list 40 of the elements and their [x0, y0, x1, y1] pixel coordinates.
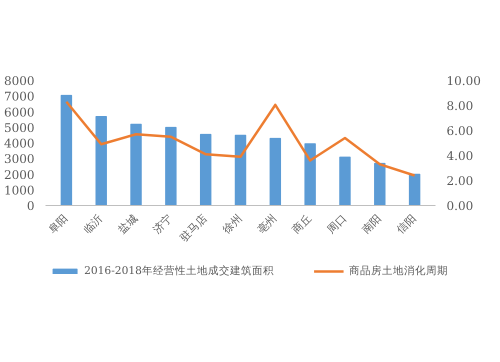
x-tick-label: 周口: [325, 212, 350, 236]
y-tick-label: 6000: [4, 105, 35, 120]
bar: [165, 126, 177, 206]
x-tick-label: 济宁: [150, 212, 176, 236]
bar: [304, 143, 316, 206]
bar: [234, 134, 246, 206]
y2-tick-label: 6.00: [446, 124, 474, 138]
bar: [408, 174, 420, 206]
x-tick-label: 亳州: [254, 212, 280, 236]
x-tick-label: 临沂: [80, 212, 106, 236]
y2-tick-label: 0.00: [446, 199, 474, 213]
bar: [60, 94, 72, 206]
y-tick-label: 4000: [4, 136, 35, 150]
y-tick-label: 1000: [4, 183, 35, 198]
bar: [95, 116, 107, 206]
bar: [130, 124, 142, 206]
y-tick-label: 2000: [4, 168, 35, 182]
x-tick-label: 南阳: [359, 212, 384, 236]
legend-label: 2016-2018年经营性土地成交建筑面积: [84, 264, 274, 278]
y-tick-label: 0: [26, 199, 35, 213]
y-tick-label: 5000: [4, 120, 35, 135]
bar: [200, 134, 212, 206]
x-tick-label: 驻马店: [177, 212, 210, 244]
line-series: [65, 100, 416, 177]
bar: [374, 162, 386, 206]
x-tick-label: 信阳: [394, 212, 419, 236]
x-tick-label: 商丘: [290, 212, 314, 236]
y-tick-label: 8000: [4, 74, 35, 88]
y-tick-label: 3000: [4, 152, 35, 166]
legend-label: 商品房土地消化周期: [348, 264, 448, 278]
bar: [339, 156, 351, 206]
x-tick-label: 阜阳: [46, 212, 71, 236]
y2-tick-label: 2.00: [446, 174, 474, 188]
bar: [270, 138, 282, 206]
x-tick-label: 徐州: [220, 212, 245, 236]
x-tick-label: 盐城: [116, 212, 140, 236]
y-tick-label: 7000: [4, 90, 35, 104]
y2-tick-label: 8.00: [446, 99, 474, 113]
y2-tick-label: 10.00: [446, 74, 481, 88]
y2-tick-label: 4.00: [446, 149, 474, 163]
